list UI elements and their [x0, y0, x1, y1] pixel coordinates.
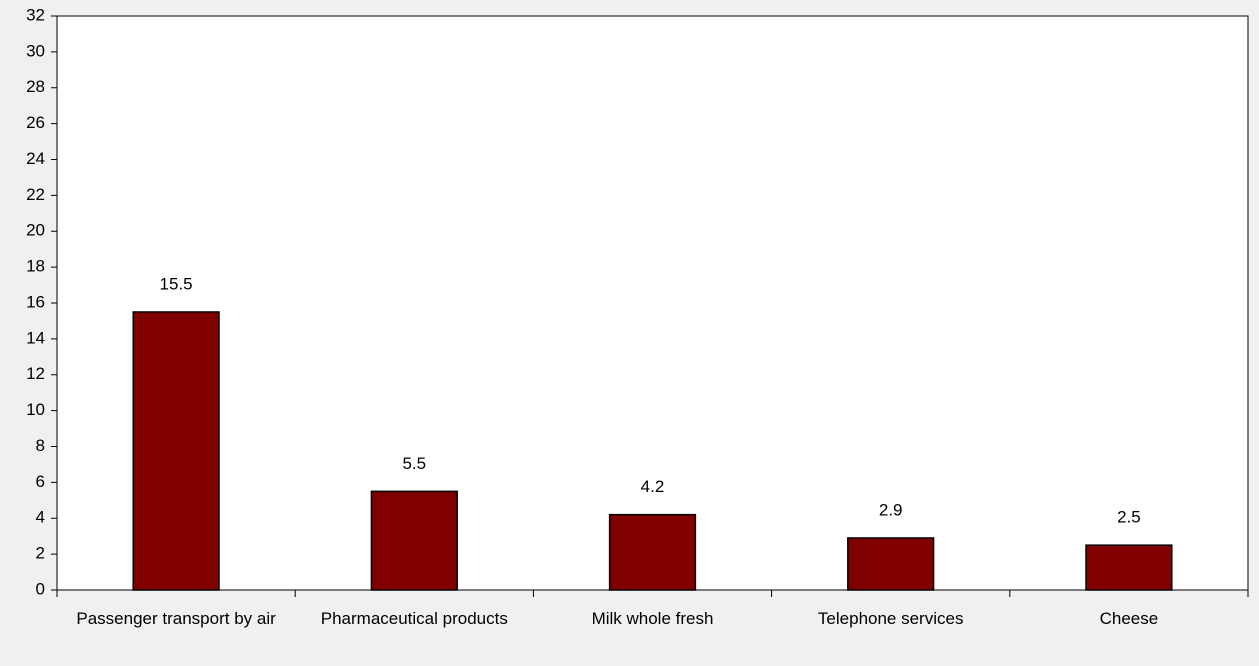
y-tick-label: 20	[26, 221, 45, 240]
y-tick-label: 2	[36, 544, 45, 563]
y-tick-label: 10	[26, 400, 45, 419]
bar	[608, 513, 697, 591]
y-tick-label: 0	[36, 579, 45, 598]
y-tick-label: 22	[26, 185, 45, 204]
x-tick-label: Passenger transport by air	[76, 609, 276, 628]
bar	[132, 311, 220, 591]
y-tick-label: 28	[26, 77, 45, 96]
y-tick-label: 8	[36, 436, 45, 455]
y-tick-label: 16	[26, 292, 45, 311]
y-tick-label: 4	[36, 508, 45, 527]
y-tick-label: 12	[26, 364, 45, 383]
x-tick-label: Cheese	[1100, 609, 1159, 628]
y-tick-label: 18	[26, 257, 45, 276]
data-label: 15.5	[160, 274, 193, 293]
y-tick-label: 26	[26, 113, 45, 132]
y-tick-label: 30	[26, 41, 45, 60]
bar	[847, 537, 935, 591]
data-label: 4.2	[641, 477, 665, 496]
x-tick-label: Milk whole fresh	[592, 609, 714, 628]
y-tick-label: 14	[26, 328, 45, 347]
x-tick-label: Pharmaceutical products	[321, 609, 508, 628]
y-tick-label: 24	[26, 149, 45, 168]
bar	[1085, 544, 1173, 591]
y-tick-label: 6	[36, 472, 45, 491]
bar	[370, 490, 458, 591]
data-label: 2.5	[1117, 508, 1141, 527]
x-tick-label: Telephone services	[818, 609, 964, 628]
data-label: 2.9	[879, 500, 903, 519]
y-tick-label: 32	[26, 5, 45, 24]
plot-area	[56, 15, 1249, 591]
data-label: 5.5	[402, 454, 426, 473]
